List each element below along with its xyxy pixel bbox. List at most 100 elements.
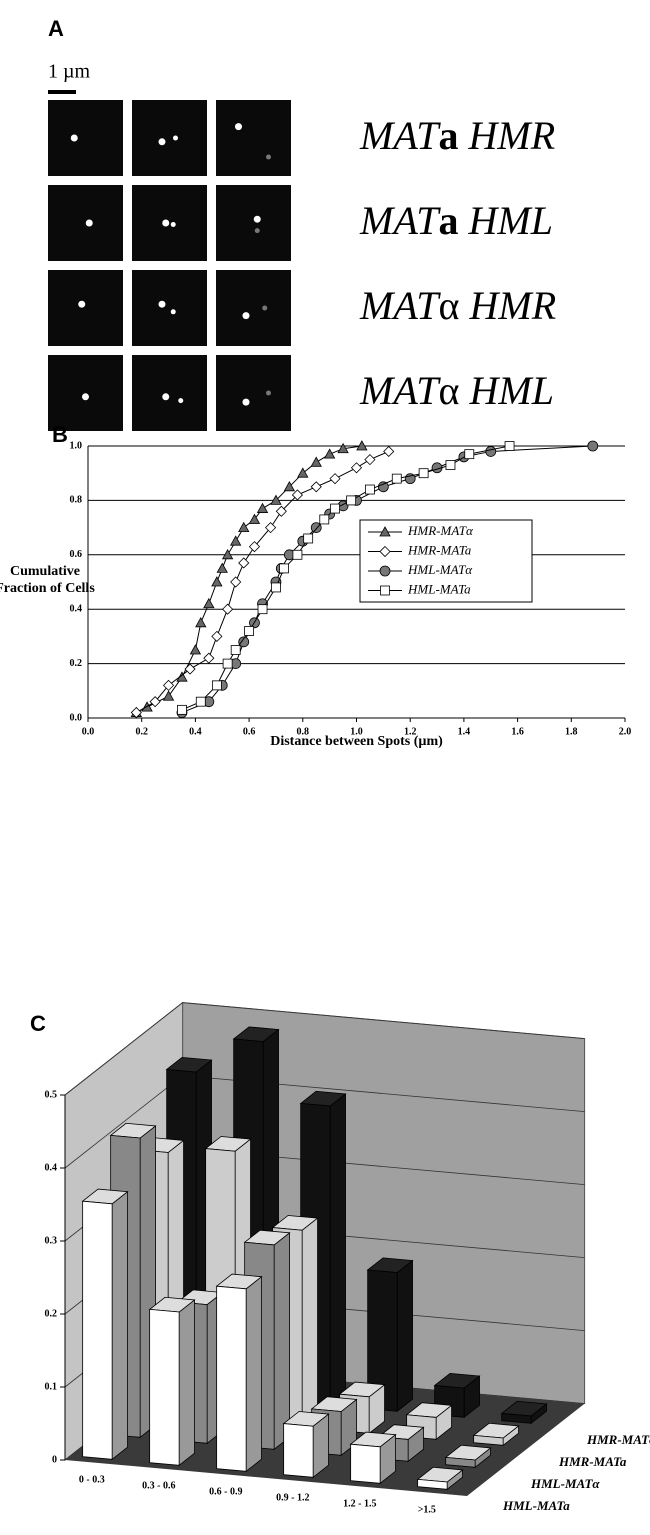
seg: a — [439, 198, 459, 243]
bar-side — [273, 1231, 290, 1451]
marker — [189, 644, 202, 655]
marker — [379, 565, 391, 577]
marker — [350, 462, 363, 474]
row-label: MATα HML — [359, 368, 554, 413]
marker — [391, 473, 402, 484]
z-tick-label: 0.4 — [45, 1162, 58, 1173]
spot — [82, 393, 89, 401]
marker — [310, 522, 322, 533]
bar-side — [301, 1217, 318, 1429]
scale-label: 1 µm — [48, 61, 91, 83]
marker — [377, 481, 389, 493]
spot — [178, 398, 184, 404]
series-label: HML-MATα — [530, 1476, 600, 1491]
marker — [365, 484, 375, 495]
panel-label: A — [48, 16, 64, 41]
bar-front — [216, 1285, 247, 1472]
marker — [329, 473, 341, 485]
marker — [445, 460, 456, 470]
marker — [380, 585, 390, 596]
grid-line — [182, 1002, 585, 1039]
micrograph — [216, 270, 291, 346]
spot — [266, 390, 271, 396]
marker — [504, 441, 515, 451]
y-tick-label: 0.8 — [70, 495, 83, 506]
marker — [379, 526, 391, 537]
row-label: MATa HMR — [359, 113, 555, 158]
category-label: 0.3 - 0.6 — [142, 1481, 175, 1492]
seg: α — [439, 368, 460, 413]
bar-front — [82, 1200, 113, 1460]
z-tick-label: 0.3 — [45, 1235, 58, 1246]
x-tick-label: 0.6 — [243, 726, 256, 737]
marker — [319, 514, 330, 525]
seg: MAT — [359, 113, 441, 158]
marker — [162, 690, 175, 701]
spot — [85, 219, 93, 227]
marker — [238, 636, 250, 648]
micrograph — [216, 100, 291, 176]
x-tick-label: 0.4 — [189, 726, 202, 737]
marker — [485, 446, 497, 457]
marker — [283, 480, 296, 492]
seg: α — [439, 283, 460, 328]
micrograph — [132, 100, 207, 176]
marker — [257, 604, 268, 615]
spot — [170, 309, 176, 315]
spot — [162, 219, 170, 227]
x-tick-label: 1.4 — [458, 726, 471, 737]
marker — [244, 626, 255, 636]
bar-side — [396, 1259, 413, 1413]
x-tick-label: 1.8 — [565, 726, 578, 737]
marker — [195, 696, 206, 707]
marker — [238, 557, 250, 569]
x-tick-label: 0.8 — [297, 726, 310, 737]
bar-front — [350, 1443, 381, 1484]
spot — [242, 398, 250, 406]
row-label: MATα HMR — [359, 283, 556, 328]
bar-front — [473, 1434, 504, 1446]
marker — [587, 440, 599, 452]
seg: MAT — [359, 198, 441, 243]
micrograph — [48, 355, 123, 431]
marker — [149, 696, 161, 708]
marker — [230, 576, 242, 588]
y-tick-label: 0.0 — [70, 712, 83, 723]
marker — [177, 704, 187, 715]
marker — [379, 545, 391, 558]
marker — [303, 533, 314, 544]
marker — [221, 548, 234, 560]
spot — [266, 154, 271, 160]
marker — [310, 456, 322, 467]
seg: MAT — [359, 368, 441, 413]
micrographs — [48, 100, 291, 431]
seg: HML — [468, 368, 553, 413]
row-labels: MATa HMR MATa HML MATα HMR MATα HML — [359, 113, 556, 413]
micrograph — [48, 100, 123, 176]
bar-side — [245, 1275, 262, 1473]
bar-front — [501, 1412, 532, 1424]
marker — [162, 679, 175, 691]
series-label: HMR-MATa — [558, 1454, 627, 1469]
row-label: MATa HML — [359, 198, 553, 243]
marker — [222, 658, 233, 669]
series-line — [136, 445, 362, 714]
marker — [248, 513, 261, 524]
y-axis-title: Cumulative — [10, 564, 80, 579]
x-tick-label: 0.2 — [135, 726, 148, 737]
z-tick-label: 0.2 — [45, 1308, 58, 1319]
spot — [158, 300, 166, 308]
grid-line — [64, 1002, 183, 1096]
marker — [323, 448, 336, 459]
marker — [291, 489, 303, 501]
bar-front — [417, 1478, 448, 1490]
y-tick-label: 0.6 — [70, 549, 83, 560]
spot — [162, 393, 170, 401]
series-label: HMR-MATα — [586, 1432, 650, 1447]
spot — [254, 228, 260, 234]
bar-side — [111, 1190, 128, 1461]
micrograph — [48, 270, 123, 346]
spot — [235, 123, 242, 131]
seg: HMR — [468, 113, 556, 158]
